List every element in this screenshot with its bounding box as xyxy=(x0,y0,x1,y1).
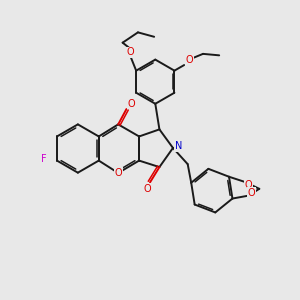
Text: O: O xyxy=(126,47,134,57)
Text: F: F xyxy=(41,154,46,164)
Text: N: N xyxy=(175,142,182,152)
Text: O: O xyxy=(185,55,193,65)
Text: O: O xyxy=(248,188,255,198)
Text: O: O xyxy=(114,168,122,178)
Text: O: O xyxy=(244,180,252,190)
Text: O: O xyxy=(144,184,152,194)
Text: O: O xyxy=(128,99,136,109)
